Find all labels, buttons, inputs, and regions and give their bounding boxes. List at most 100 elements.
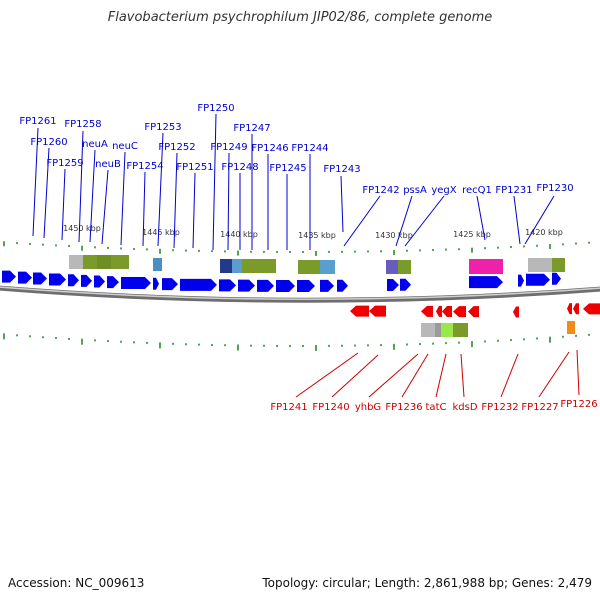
gene-label[interactable]: FP1240	[312, 402, 349, 413]
gene-label[interactable]: FP1261	[19, 116, 56, 127]
gene-label[interactable]: FP1246	[251, 143, 288, 154]
feature-block[interactable]	[298, 260, 320, 274]
reverse-gene-arrow[interactable]	[513, 306, 519, 318]
reverse-gene-arrow[interactable]	[453, 306, 466, 318]
gene-label[interactable]: FP1244	[291, 143, 328, 154]
gene-label[interactable]: FP1251	[176, 162, 213, 173]
scale-label: 1440 kbp	[220, 230, 258, 239]
feature-block[interactable]	[232, 259, 242, 273]
forward-gene-arrow[interactable]	[257, 279, 274, 292]
feature-block[interactable]	[386, 260, 398, 274]
reverse-gene-arrow[interactable]	[442, 305, 452, 317]
gene-label[interactable]: FP1231	[495, 185, 532, 196]
gene-label[interactable]: FP1247	[233, 123, 270, 134]
reverse-gene-arrow[interactable]	[583, 303, 600, 315]
forward-gene-arrow[interactable]	[320, 279, 334, 292]
scale-label: 1450 kbp	[63, 224, 101, 233]
page-title: Flavobacterium psychrophilum JIP02/86, c…	[107, 10, 493, 25]
forward-gene-arrow[interactable]	[153, 277, 159, 290]
forward-gene-arrow[interactable]	[238, 279, 255, 292]
feature-block[interactable]	[320, 260, 335, 274]
feature-block[interactable]	[469, 259, 503, 274]
gene-label[interactable]: yegX	[431, 185, 456, 196]
reverse-gene-arrow[interactable]	[468, 306, 479, 318]
forward-gene-arrow[interactable]	[400, 278, 411, 291]
gene-label[interactable]: FP1259	[46, 158, 83, 169]
forward-gene-arrow[interactable]	[18, 271, 32, 284]
gene-label[interactable]: yhbG	[355, 402, 381, 413]
gene-label[interactable]: FP1248	[221, 162, 258, 173]
reverse-gene-arrow[interactable]	[573, 303, 579, 315]
scale-ticks	[3, 241, 590, 351]
forward-gene-arrow[interactable]	[387, 279, 399, 292]
forward-gene-arrow[interactable]	[276, 279, 295, 292]
gene-label[interactable]: recQ1	[462, 185, 492, 196]
gene-label[interactable]: FP1252	[158, 142, 195, 153]
forward-gene-arrow[interactable]	[469, 276, 503, 289]
forward-gene-arrow[interactable]	[107, 276, 119, 289]
gene-label[interactable]: tatC	[426, 402, 447, 413]
reverse-gene-arrow[interactable]	[369, 305, 386, 317]
gene-label[interactable]: FP1253	[144, 122, 181, 133]
forward-gene-arrow[interactable]	[162, 278, 178, 291]
forward-gene-arrow[interactable]	[49, 273, 66, 286]
feature-block[interactable]	[97, 255, 111, 269]
forward-gene-arrow[interactable]	[297, 279, 315, 292]
gene-label[interactable]: FP1260	[30, 137, 67, 148]
forward-gene-arrow[interactable]	[518, 274, 524, 287]
backbone-highlight	[0, 286, 600, 301]
feature-block[interactable]	[111, 255, 129, 269]
feature-block[interactable]	[421, 323, 435, 337]
feature-block[interactable]	[242, 259, 276, 273]
forward-gene-arrow[interactable]	[526, 273, 550, 286]
gene-label[interactable]: neuC	[112, 141, 138, 152]
forward-gene-arrow[interactable]	[219, 279, 236, 292]
forward-gene-arrow[interactable]	[121, 277, 151, 290]
feature-block[interactable]	[441, 323, 453, 337]
feature-block[interactable]	[220, 259, 232, 273]
forward-gene-arrow[interactable]	[2, 270, 16, 283]
gene-label[interactable]: FP1227	[521, 402, 558, 413]
gene-label[interactable]: FP1250	[197, 103, 234, 114]
feature-block[interactable]	[83, 255, 97, 269]
forward-gene-arrow[interactable]	[94, 275, 105, 288]
forward-gene-arrow[interactable]	[33, 272, 47, 285]
gene-label[interactable]: neuA	[82, 139, 108, 150]
gene-label[interactable]: FP1242	[362, 185, 399, 196]
gene-label[interactable]: FP1236	[385, 402, 422, 413]
feature-block[interactable]	[398, 260, 411, 274]
forward-gene-arrow[interactable]	[68, 274, 79, 287]
reverse-gene-arrow[interactable]	[421, 305, 433, 317]
gene-label[interactable]: FP1243	[323, 164, 360, 175]
gene-label[interactable]: FP1245	[269, 163, 306, 174]
feature-block[interactable]	[567, 321, 575, 334]
gene-label[interactable]: FP1249	[210, 142, 247, 153]
reverse-gene-arrow[interactable]	[567, 303, 572, 315]
feature-block[interactable]	[528, 258, 552, 272]
feature-block[interactable]	[552, 258, 565, 272]
feature-block[interactable]	[153, 258, 162, 271]
feature-block[interactable]	[453, 323, 468, 337]
gene-label[interactable]: FP1230	[536, 183, 573, 194]
forward-gene-arrow[interactable]	[180, 278, 217, 291]
gene-label[interactable]: neuB	[95, 159, 121, 170]
gene-label[interactable]: FP1258	[64, 119, 101, 130]
forward-label-lines	[32, 113, 555, 251]
gene-label[interactable]: pssA	[403, 185, 427, 196]
reverse-gene-arrow[interactable]	[436, 305, 442, 317]
forward-genes	[2, 270, 561, 292]
gene-label[interactable]: FP1241	[270, 402, 307, 413]
gene-label[interactable]: kdsD	[452, 402, 477, 413]
feature-block[interactable]	[435, 323, 441, 337]
forward-features	[69, 255, 565, 274]
forward-gene-arrow[interactable]	[337, 279, 348, 292]
forward-gene-arrow[interactable]	[81, 274, 92, 287]
gene-label[interactable]: FP1254	[126, 161, 163, 172]
scale-label: 1420 kbp	[525, 228, 563, 237]
reverse-gene-arrow[interactable]	[350, 305, 369, 317]
forward-gene-arrow[interactable]	[552, 272, 561, 285]
feature-block[interactable]	[69, 255, 83, 269]
gene-label[interactable]: FP1232	[481, 402, 518, 413]
gene-label[interactable]: FP1226	[560, 399, 597, 410]
